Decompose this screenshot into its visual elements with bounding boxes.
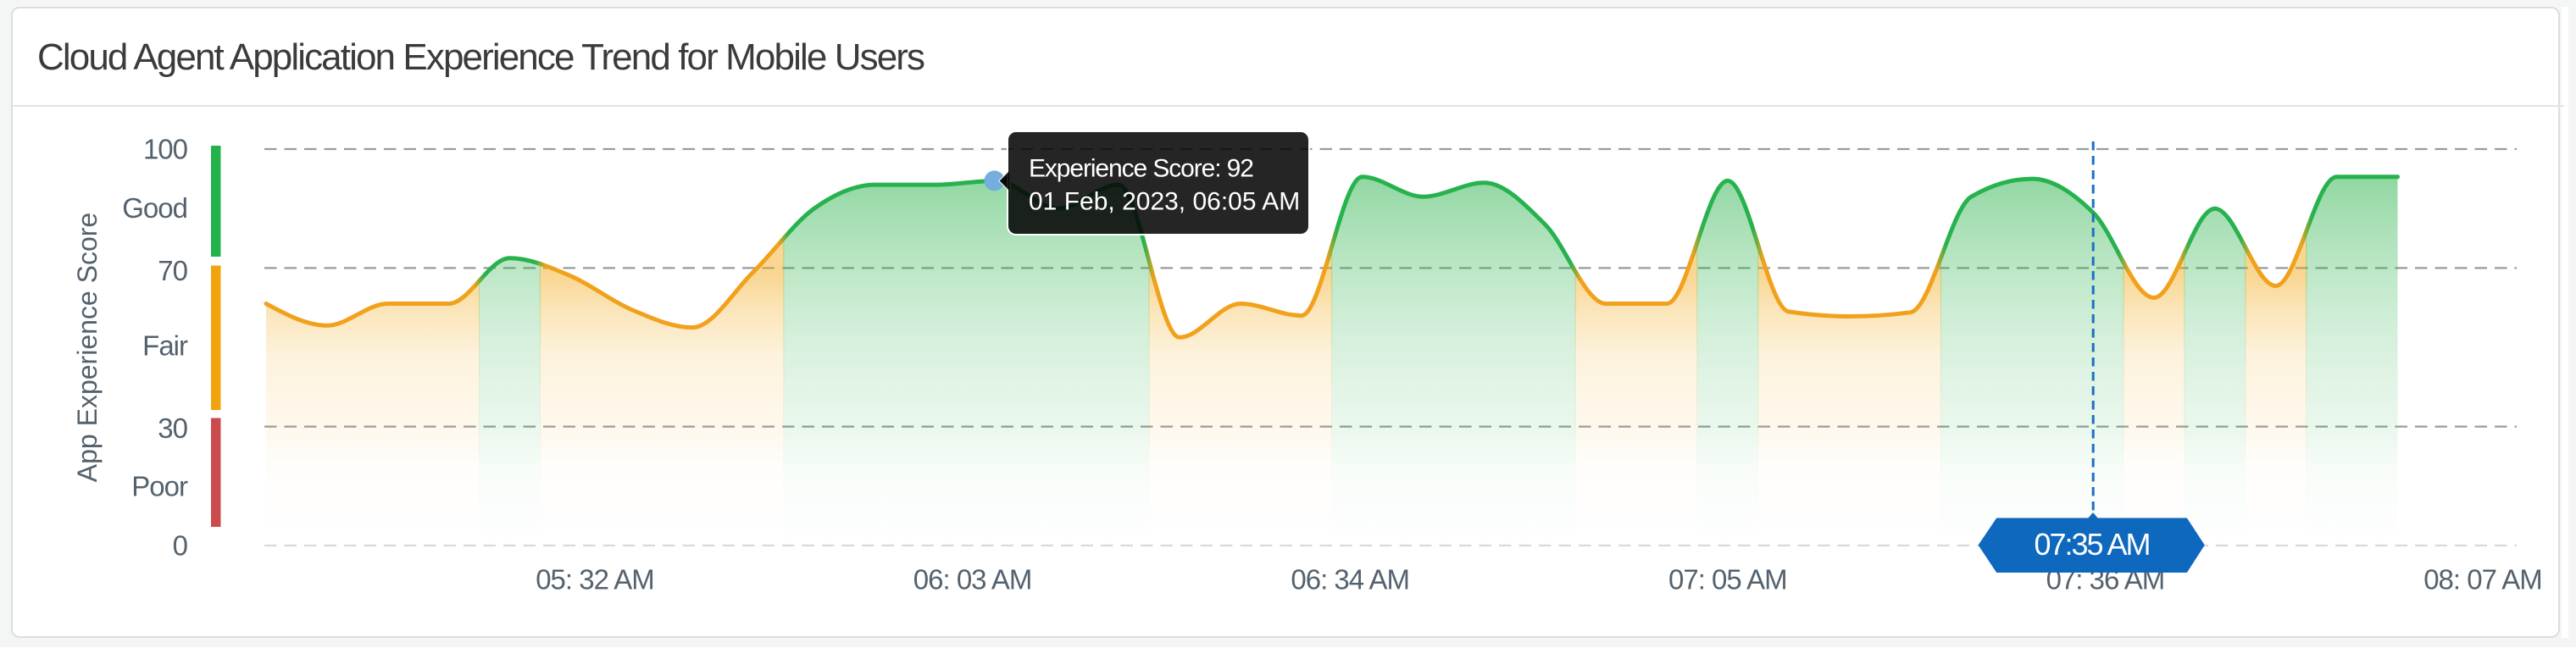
- svg-text:70: 70: [158, 255, 187, 286]
- svg-text:08: 07 AM: 08: 07 AM: [2423, 564, 2542, 595]
- svg-text:100: 100: [143, 134, 188, 165]
- svg-text:30: 30: [158, 413, 187, 444]
- svg-text:Poor: Poor: [131, 471, 188, 502]
- svg-text:07:35 AM: 07:35 AM: [2034, 527, 2149, 562]
- svg-text:Fair: Fair: [142, 330, 188, 362]
- svg-text:06: 34 AM: 06: 34 AM: [1291, 564, 1409, 595]
- svg-text:06: 03 AM: 06: 03 AM: [913, 564, 1032, 595]
- svg-text:07: 05 AM: 07: 05 AM: [1668, 564, 1787, 595]
- svg-text:05: 32 AM: 05: 32 AM: [536, 564, 654, 595]
- svg-text:01 Feb, 2023, 06:05 AM: 01 Feb, 2023, 06:05 AM: [1029, 188, 1300, 216]
- svg-text:Good: Good: [122, 192, 187, 224]
- svg-text:Experience Score: 92: Experience Score: 92: [1029, 155, 1253, 183]
- svg-text:0: 0: [173, 530, 188, 562]
- svg-text:App Experience Score: App Experience Score: [72, 213, 103, 482]
